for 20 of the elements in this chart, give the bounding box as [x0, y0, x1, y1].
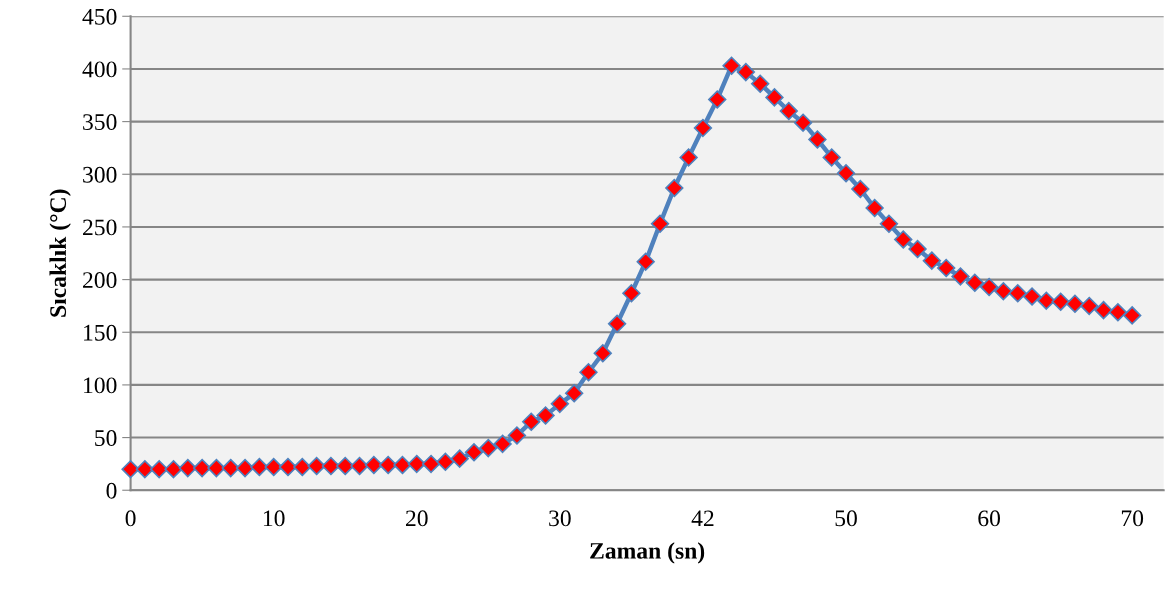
x-tick-label: 70 [1121, 510, 1144, 527]
y-tick-label: 450 [82, 8, 117, 25]
y-tick-label: 0 [106, 482, 117, 499]
x-tick-label: 42 [691, 510, 714, 527]
y-tick-label: 300 [83, 166, 117, 183]
y-tick-label: 400 [82, 61, 117, 78]
y-axis-title: Sıcaklık (°C) [49, 189, 71, 317]
y-tick-label: 100 [84, 377, 117, 394]
x-tick-label: 60 [978, 510, 1001, 527]
y-tick-label: 250 [83, 219, 117, 236]
y-tick-label: 200 [83, 272, 117, 289]
y-tick-label: 150 [84, 324, 117, 341]
x-tick-label: 20 [405, 510, 428, 527]
x-tick-label: 50 [835, 510, 857, 527]
y-tick-label: 350 [83, 114, 117, 131]
x-tick-label: 30 [549, 510, 571, 527]
x-tick-label: 0 [125, 510, 136, 527]
x-tick-label: 10 [263, 510, 285, 527]
x-axis-title: Zaman (sn) [590, 542, 705, 564]
y-tick-label: 50 [95, 430, 117, 446]
